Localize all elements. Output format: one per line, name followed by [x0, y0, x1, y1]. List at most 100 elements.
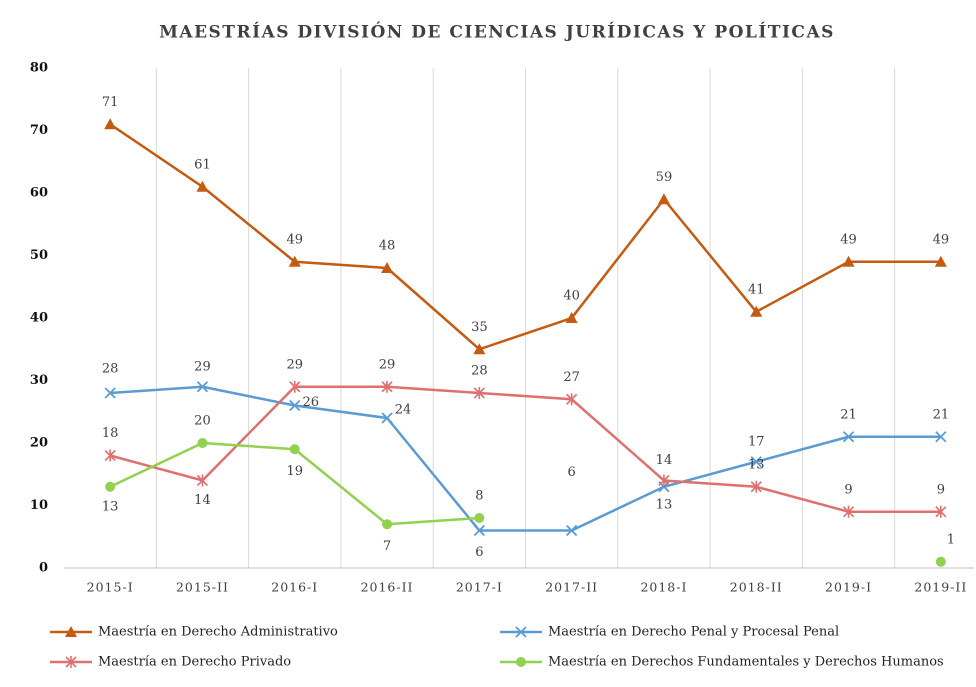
data-label: 35 — [471, 320, 488, 335]
marker — [750, 456, 762, 468]
series-line — [109, 441, 480, 526]
marker — [515, 626, 527, 638]
asterisk — [842, 505, 855, 518]
marker — [566, 393, 578, 406]
triangle — [934, 255, 947, 267]
asterisk — [65, 656, 77, 668]
asterisk — [658, 474, 670, 487]
marker — [104, 449, 116, 462]
y-tick-label: 80 — [30, 61, 48, 76]
data-label: 24 — [395, 403, 412, 418]
series-line — [109, 385, 941, 513]
y-tick-label: 0 — [39, 561, 48, 576]
marker — [197, 438, 208, 448]
chart-title: MAESTRÍAS DIVISIÓN DE CIENCIAS JURÍDICAS… — [159, 22, 835, 43]
cross — [750, 456, 762, 468]
data-label: 13 — [656, 497, 673, 512]
data-label: 59 — [656, 170, 673, 185]
cross — [381, 412, 393, 424]
y-tick-label: 30 — [30, 373, 48, 388]
circle — [935, 556, 946, 567]
asterisk — [566, 393, 578, 406]
triangle — [657, 193, 670, 205]
circle — [516, 657, 526, 667]
x-tick-label: 2015-II — [176, 580, 229, 595]
legend-label: Maestría en Derecho Privado — [98, 655, 291, 670]
data-label: 49 — [933, 232, 950, 247]
legend-label: Maestría en Derecho Penal y Procesal Pen… — [548, 625, 839, 640]
asterisk — [935, 505, 947, 518]
data-label: 21 — [933, 407, 950, 422]
marker — [934, 255, 947, 267]
cross — [196, 381, 209, 393]
cross — [566, 524, 578, 537]
x-tick-label: 2018-I — [640, 580, 687, 595]
triangle — [196, 180, 209, 192]
data-label: 6 — [568, 465, 576, 480]
marker — [935, 505, 947, 518]
cross — [473, 524, 485, 537]
y-tick-label: 50 — [30, 248, 48, 263]
triangle — [288, 255, 301, 267]
data-label: 49 — [286, 232, 303, 247]
marker — [381, 262, 394, 273]
marker — [65, 656, 77, 668]
data-label: 9 — [844, 482, 852, 497]
circle — [382, 519, 393, 530]
triangle — [104, 118, 117, 130]
marker — [474, 513, 485, 523]
asterisk — [473, 387, 485, 399]
x-tick-label: 2019-II — [914, 580, 967, 595]
data-label: 29 — [286, 357, 303, 372]
marker — [565, 312, 578, 323]
marker — [289, 380, 301, 393]
data-label: 8 — [475, 489, 483, 504]
asterisk — [750, 480, 762, 493]
marker — [289, 444, 300, 455]
marker — [196, 381, 209, 393]
y-tick-label: 60 — [30, 186, 48, 201]
data-label: 48 — [379, 239, 396, 254]
marker — [566, 524, 578, 537]
cross — [515, 626, 527, 638]
data-label: 28 — [102, 362, 119, 377]
data-label: 13 — [102, 499, 119, 514]
marker — [935, 556, 946, 567]
marker — [516, 657, 526, 667]
data-label: 7 — [383, 539, 391, 554]
x-tick-label: 2017-II — [545, 580, 598, 595]
data-label: 13 — [748, 457, 765, 472]
y-tick-label: 20 — [30, 436, 48, 451]
marker — [382, 519, 393, 530]
data-label: 19 — [286, 464, 303, 479]
legend-label: Maestría en Derecho Administrativo — [98, 625, 338, 640]
marker — [473, 387, 485, 399]
triangle — [65, 626, 77, 637]
circle — [197, 438, 208, 448]
data-label: 61 — [194, 157, 211, 172]
data-label: 18 — [102, 426, 119, 441]
x-tick-label: 2017-I — [456, 580, 503, 595]
circle — [474, 513, 485, 523]
x-tick-label: 2015-I — [87, 580, 134, 595]
triangle — [381, 262, 394, 273]
marker — [750, 480, 762, 493]
asterisk — [289, 380, 301, 393]
marker — [381, 380, 393, 393]
asterisk — [381, 380, 393, 393]
data-label: 14 — [194, 493, 211, 508]
marker — [842, 431, 855, 443]
cross — [935, 431, 947, 443]
marker — [473, 524, 485, 537]
asterisk — [104, 449, 116, 462]
marker — [842, 255, 855, 267]
y-tick-label: 10 — [30, 498, 48, 513]
data-label: 14 — [656, 453, 673, 468]
triangle — [565, 312, 578, 323]
triangle — [842, 255, 855, 267]
triangle — [750, 305, 763, 317]
data-label: 29 — [194, 359, 211, 374]
data-label: 9 — [937, 482, 945, 497]
data-label: 28 — [471, 364, 488, 379]
